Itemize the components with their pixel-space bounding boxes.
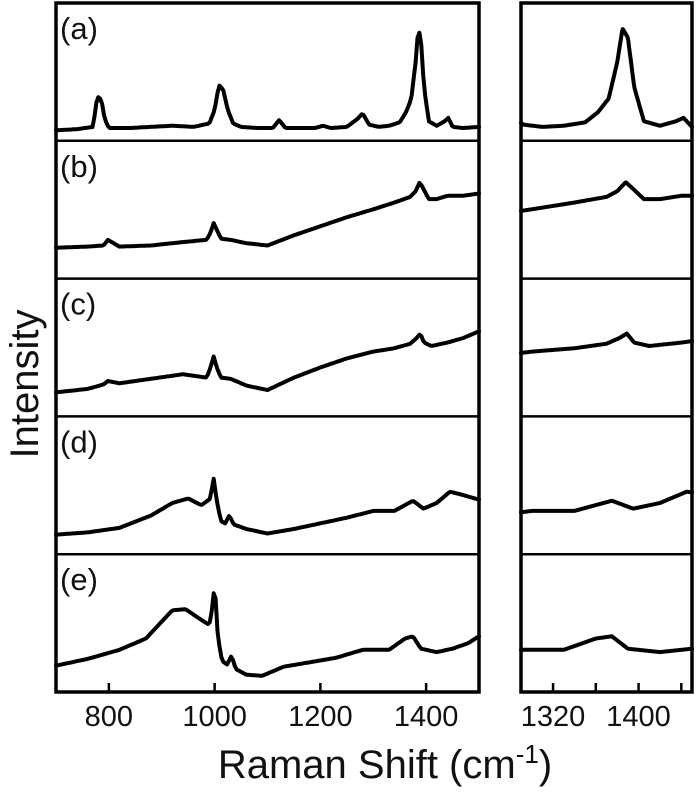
x-axis-label-main: Raman Shift (cm (218, 743, 516, 787)
full-spectrum-a (54, 30, 481, 133)
panel-label-e: (e) (60, 562, 98, 597)
x-axis-label-superscript: -1 (516, 739, 539, 769)
full-spectrum-e (54, 591, 481, 678)
full-x-tick-label: 800 (85, 701, 133, 733)
panel-label-d: (d) (60, 424, 98, 459)
zoom-x-tick-label: 1320 (521, 701, 586, 733)
panel-label-c: (c) (60, 287, 96, 322)
zoom-plot-frame (519, 1, 694, 694)
zoom-spectrum-c (519, 331, 694, 355)
zoomed-range-plot: 1320 1400 (519, 1, 694, 733)
full-spectrum-b (54, 181, 481, 250)
zoom-x-tick-label: 1400 (606, 701, 671, 733)
zoom-spectrum-b (519, 180, 694, 213)
full-x-tick-label: 1400 (394, 701, 459, 733)
full-x-tick-label: 1200 (288, 701, 353, 733)
x-axis-label: Raman Shift (cm-1) (218, 739, 552, 787)
full-x-tick-label: 1000 (182, 701, 247, 733)
full-spectrum-c (54, 329, 481, 395)
zoom-spectrum-e (519, 634, 694, 655)
full-spectrum-d (54, 476, 481, 537)
zoom-spectrum-d (519, 489, 694, 515)
x-axis-label-close: ) (539, 743, 552, 787)
zoom-spectrum-a (519, 27, 694, 129)
panel-label-b: (b) (60, 149, 98, 184)
full-plot-frame (54, 1, 481, 694)
panel-label-a: (a) (60, 11, 98, 46)
full-range-plot: (a) (b) (c) (d) (e) 800 1000 1200 1400 (54, 1, 481, 733)
y-axis-label: Intensity (3, 310, 47, 459)
